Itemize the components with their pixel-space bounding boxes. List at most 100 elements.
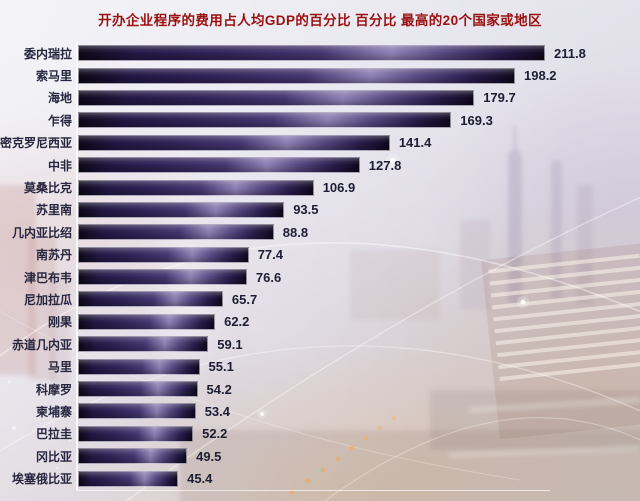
value-label: 59.1 [217,336,243,352]
bar-track: 59.1 [78,333,640,355]
category-label: 乍得 [47,113,72,128]
bar-track: 88.8 [78,221,640,243]
bar [78,224,274,241]
value-label: 76.6 [255,269,282,285]
value-label: 45.4 [187,471,213,487]
value-label: 106.9 [322,180,356,196]
bar-track: 198.2 [78,64,640,86]
value-label: 53.4 [204,403,230,419]
bar-track: 93.5 [78,199,640,221]
category-label: 中非 [47,158,72,173]
value-label: 54.2 [206,381,232,397]
category-label: 海地 [47,91,72,106]
bar [78,246,249,263]
bar [78,179,314,196]
bar [78,201,285,218]
bar-row: 刚果 62.2 [0,311,640,333]
category-label: 赤道几内亚 [11,337,72,352]
category-label: 津巴布韦 [23,270,72,285]
value-label: 141.4 [398,135,432,151]
bar-track: 127.8 [78,154,640,176]
bar-row: 索马里 198.2 [0,64,640,86]
value-label: 169.3 [460,112,493,128]
street-lights [289,415,397,495]
bar-track: 106.9 [78,176,640,198]
bar-chart: 委内瑞拉 211.8 索马里 198.2 海地 179.7 乍得 169.3 密… [0,42,640,491]
category-label: 冈比亚 [35,449,72,464]
category-label: 尼加拉瓜 [23,292,72,307]
bar [78,358,200,375]
bar-row: 津巴布韦 76.6 [0,266,640,288]
bokeh-speckles [7,380,72,480]
category-label: 科摩罗 [35,382,72,397]
value-label: 52.2 [202,426,228,442]
bar-track: 45.4 [78,467,640,489]
category-label: 刚果 [47,315,72,330]
bar [78,403,196,420]
bar-row: 柬埔寨 53.4 [0,400,640,422]
bar-row: 巴拉圭 52.2 [0,423,640,445]
bar-row: 委内瑞拉 211.8 [0,42,640,64]
category-label: 南苏丹 [35,248,72,263]
x-axis-line [76,490,550,491]
bar-track: 179.7 [78,87,640,109]
category-label: 索马里 [35,69,72,84]
bar-track: 65.7 [78,288,640,310]
category-label: 委内瑞拉 [23,46,72,61]
bar [78,45,545,62]
value-label: 49.5 [196,448,222,464]
bar-row: 冈比亚 49.5 [0,445,640,467]
bar [78,291,223,308]
bar-track: 52.2 [78,423,640,445]
value-label: 77.4 [257,247,283,263]
category-label: 莫桑比克 [23,181,72,196]
bar-track: 169.3 [78,109,640,131]
chart-title: 开办企业程序的费用占人均GDP的百分比 百分比 最高的20个国家或地区 [98,13,542,28]
value-label: 88.8 [282,224,309,240]
value-label: 93.5 [293,202,319,218]
bar-rows: 委内瑞拉 211.8 索马里 198.2 海地 179.7 乍得 169.3 密… [0,42,640,490]
bar-row: 苏里南 93.5 [0,199,640,221]
category-label: 密克罗尼西亚 [0,136,73,151]
left-buildings-silhouette [0,185,70,385]
bar-row: 埃塞俄比亚 45.4 [0,467,640,489]
y-axis-line [76,42,78,490]
value-label: 211.8 [554,45,586,61]
value-label: 179.7 [483,90,516,106]
bar-row: 南苏丹 77.4 [0,244,640,266]
bar-row: 尼加拉瓜 65.7 [0,288,640,310]
bar-row: 乍得 169.3 [0,109,640,131]
bar [78,470,179,487]
bar-row: 莫桑比克 106.9 [0,176,640,198]
bar-row: 科摩罗 54.2 [0,378,640,400]
low-city-blocks [180,390,640,501]
bar [78,425,194,442]
network-arcs [0,196,640,501]
bar [78,112,452,129]
bar [78,134,390,151]
value-label: 65.7 [231,291,258,307]
category-label: 柬埔寨 [35,404,72,419]
bar-track: 141.4 [78,132,640,154]
value-label: 62.2 [224,314,250,330]
bar [78,336,209,353]
bar [78,269,247,286]
category-label: 埃塞俄比亚 [11,472,72,487]
bar-row: 马里 55.1 [0,355,640,377]
bar-track: 76.6 [78,266,640,288]
category-label: 巴拉圭 [35,427,72,442]
bar-row: 几内亚比绍 88.8 [0,221,640,243]
bar-track: 55.1 [78,355,640,377]
value-label: 55.1 [208,359,234,375]
bar-track: 49.5 [78,445,640,467]
category-label: 苏里南 [35,203,72,218]
bar [78,67,515,84]
bar-row: 中非 127.8 [0,154,640,176]
bar-row: 密克罗尼西亚 141.4 [0,132,640,154]
bar [78,381,198,398]
bar-track: 53.4 [78,400,640,422]
bar [78,448,188,465]
bar-track: 77.4 [78,244,640,266]
